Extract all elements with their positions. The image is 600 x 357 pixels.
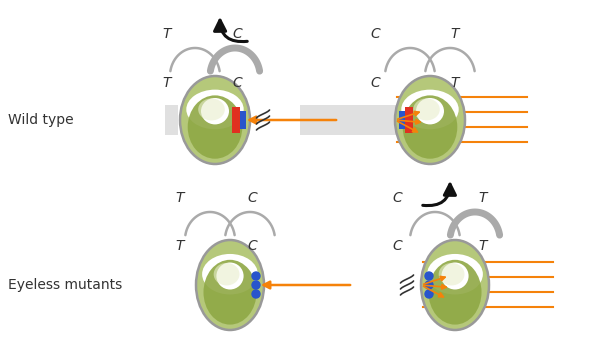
Text: T: T (479, 191, 487, 205)
Text: T: T (176, 191, 184, 205)
FancyArrowPatch shape (215, 20, 247, 42)
Circle shape (425, 290, 433, 298)
Ellipse shape (395, 76, 465, 164)
Ellipse shape (203, 260, 257, 325)
Text: C: C (392, 239, 402, 253)
Ellipse shape (413, 99, 440, 120)
Text: C: C (370, 27, 380, 41)
Circle shape (425, 281, 433, 289)
FancyBboxPatch shape (300, 105, 397, 135)
Bar (240, 111, 246, 129)
Ellipse shape (442, 262, 469, 290)
Bar (232, 107, 240, 133)
Ellipse shape (439, 263, 464, 286)
Text: Eyeless mutants: Eyeless mutants (8, 278, 122, 292)
Circle shape (252, 281, 260, 289)
Circle shape (425, 272, 433, 280)
Ellipse shape (217, 262, 244, 290)
Text: C: C (392, 191, 402, 205)
Text: Wild type: Wild type (8, 113, 74, 127)
Ellipse shape (214, 263, 239, 286)
Ellipse shape (188, 95, 242, 159)
Ellipse shape (403, 95, 457, 159)
Ellipse shape (201, 98, 229, 124)
Bar (405, 107, 413, 133)
Text: T: T (163, 27, 171, 41)
Ellipse shape (180, 76, 250, 164)
Circle shape (252, 290, 260, 298)
Ellipse shape (202, 254, 258, 295)
Ellipse shape (196, 240, 264, 330)
Ellipse shape (416, 98, 444, 124)
Text: T: T (479, 239, 487, 253)
FancyBboxPatch shape (165, 105, 178, 135)
Text: T: T (451, 27, 459, 41)
Text: C: C (232, 76, 242, 90)
Ellipse shape (198, 99, 225, 120)
Ellipse shape (187, 90, 244, 129)
FancyArrowPatch shape (423, 184, 455, 206)
Text: C: C (370, 76, 380, 90)
Text: C: C (247, 191, 257, 205)
Circle shape (252, 272, 260, 280)
Text: C: C (247, 239, 257, 253)
Ellipse shape (401, 90, 459, 129)
Text: T: T (163, 76, 171, 90)
Text: T: T (176, 239, 184, 253)
Ellipse shape (427, 254, 483, 295)
Text: C: C (232, 27, 242, 41)
Ellipse shape (428, 260, 482, 325)
Ellipse shape (421, 240, 489, 330)
Text: T: T (451, 76, 459, 90)
Bar (399, 111, 405, 129)
